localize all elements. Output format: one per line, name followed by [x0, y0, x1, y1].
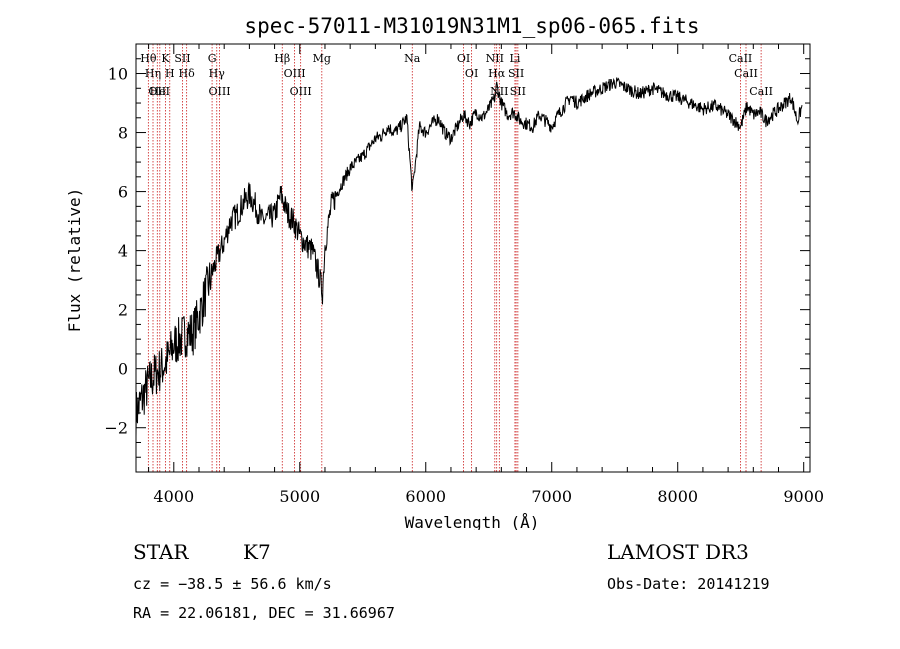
reference-line-label: Hδ	[179, 67, 196, 80]
reference-line-label: OI	[465, 67, 478, 80]
reference-line-label: G	[208, 52, 217, 65]
reference-line-label: SII	[508, 67, 524, 80]
reference-line-label: OIII	[208, 85, 230, 98]
reference-line-label: Hθ	[140, 52, 157, 65]
reference-line-label: CaII	[749, 85, 773, 98]
object-subclass: K7	[243, 540, 271, 564]
reference-lines	[147, 44, 762, 472]
coordinates: RA = 22.06181, DEC = 31.66967	[133, 604, 395, 622]
y-tick-label: 10	[108, 65, 128, 84]
y-tick-label: 6	[118, 183, 128, 202]
spectrum-line	[135, 77, 803, 437]
y-axis: −2 0 2 4 6 8 10	[104, 43, 810, 458]
survey-name: LAMOST DR3	[607, 540, 749, 564]
y-tick-label: 4	[118, 242, 128, 261]
reference-line-label: NII	[490, 85, 508, 98]
reference-line-label: OIII	[290, 85, 312, 98]
reference-line-label: CaII	[729, 52, 753, 65]
reference-line-label: Hβ	[274, 52, 290, 65]
x-tick-label: 7000	[531, 487, 572, 506]
chart-title: spec-57011-M31019N31M1_sp06-065.fits	[244, 14, 699, 38]
reference-line-label: Li	[510, 52, 521, 65]
x-axis: 4000 5000 6000 7000 8000 9000	[148, 44, 824, 506]
reference-line-label: OI	[457, 52, 470, 65]
reference-line-label: HeI	[150, 85, 170, 98]
x-tick-label: 9000	[783, 487, 824, 506]
reference-line-label: Hγ	[209, 67, 226, 80]
reference-line-label: NII	[486, 52, 504, 65]
x-tick-label: 6000	[405, 487, 446, 506]
reference-line-label: Hη	[145, 67, 161, 80]
spectrum-chart: spec-57011-M31019N31M1_sp06-065.fits HθH…	[65, 14, 824, 530]
reference-line-label: OII	[148, 85, 166, 98]
y-tick-label: 8	[118, 124, 128, 143]
y-tick-label: 2	[118, 301, 128, 320]
reference-line-label: SII	[510, 85, 526, 98]
reference-line-label: OIII	[284, 67, 306, 80]
reference-line-label: Hα	[488, 67, 506, 80]
x-tick-label: 4000	[153, 487, 194, 506]
reference-line-label: CaII	[734, 67, 758, 80]
reference-line-label: Mg	[313, 52, 331, 65]
y-tick-label: −2	[104, 419, 128, 438]
y-tick-label: 0	[118, 360, 128, 379]
y-axis-label: Flux (relative)	[65, 188, 84, 333]
reference-line-label: Na	[404, 52, 421, 65]
x-tick-label: 8000	[657, 487, 698, 506]
reference-line-label: H	[165, 67, 175, 80]
plot-frame	[135, 43, 811, 473]
reference-line-label: SII	[174, 52, 190, 65]
redshift-velocity: cz = −38.5 ± 56.6 km/s	[133, 575, 332, 593]
object-class: STAR	[133, 540, 189, 564]
observation-date: Obs-Date: 20141219	[607, 575, 770, 593]
reference-line-label: K	[161, 52, 170, 65]
x-axis-label: Wavelength (Å)	[405, 513, 540, 530]
x-tick-label: 5000	[279, 487, 320, 506]
